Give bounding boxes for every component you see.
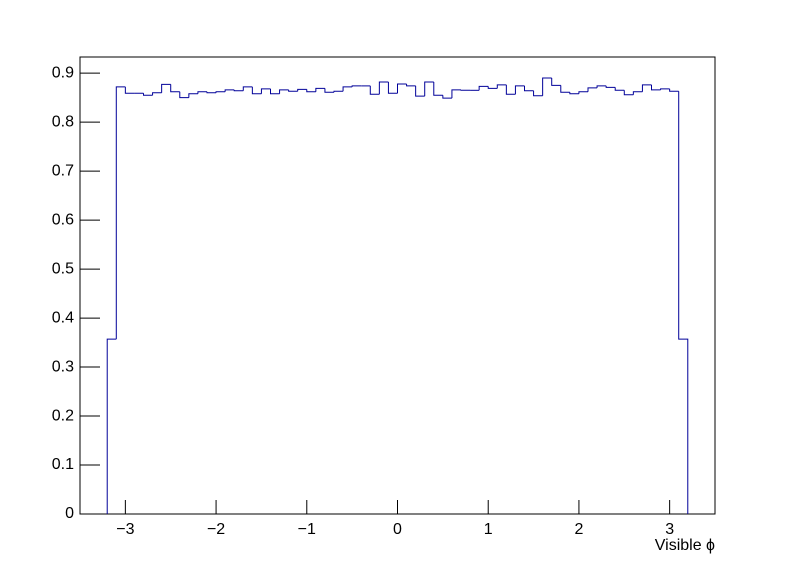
histogram-bin	[415, 85, 425, 97]
histogram-bin	[233, 89, 244, 92]
y-tick-label: 0.8	[52, 113, 74, 130]
x-tick-label: 1	[484, 521, 493, 538]
y-tick-label: 0.7	[52, 162, 74, 179]
histogram-bin	[279, 89, 289, 94]
histogram-bin	[433, 81, 443, 96]
histogram-bin	[669, 88, 679, 92]
x-tick-label: −3	[116, 521, 134, 538]
histogram-bin	[297, 88, 307, 92]
histogram-bin	[143, 93, 153, 96]
histogram-bin	[161, 83, 171, 93]
histogram-bin	[124, 86, 135, 94]
histogram-bin	[505, 84, 516, 95]
histogram-bin	[533, 90, 543, 97]
histogram-bin	[324, 88, 334, 93]
y-tick-label: 0.5	[52, 260, 74, 277]
histogram-bin	[551, 78, 561, 86]
histogram-bin	[605, 85, 616, 88]
histogram-bin	[387, 81, 398, 94]
histogram-bin	[106, 338, 117, 514]
histogram-bin	[487, 86, 498, 89]
y-tick-label: 0.9	[52, 64, 74, 81]
histogram-bin	[524, 85, 534, 92]
histogram-bin	[623, 90, 634, 96]
x-tick-label: 0	[393, 521, 402, 538]
y-tick-label: 0.2	[52, 407, 74, 424]
histogram-bin	[179, 91, 189, 99]
x-tick-label: 3	[665, 521, 674, 538]
histogram-bin	[451, 89, 461, 99]
histogram-bin	[651, 84, 661, 91]
histogram-bin	[442, 95, 452, 99]
histogram-bin	[678, 91, 689, 514]
histogram-bin	[496, 84, 507, 89]
histogram-bin	[215, 91, 226, 93]
histogram-bin	[587, 87, 598, 92]
histogram-bin	[152, 92, 162, 96]
histogram-bin	[288, 89, 298, 92]
histogram-bin	[188, 93, 198, 98]
histogram-bin	[115, 86, 126, 340]
histogram-bin	[315, 87, 325, 92]
histogram-bin	[333, 90, 344, 93]
y-tick-label: 0.6	[52, 211, 74, 228]
x-axis-label: Visible ϕ	[655, 537, 715, 554]
y-tick-label: 0.1	[52, 456, 74, 473]
histogram-bin	[378, 81, 389, 95]
histogram-bin	[242, 86, 253, 91]
histogram-bin	[478, 85, 489, 91]
histogram-bin	[514, 85, 525, 95]
y-tick-label: 0	[65, 505, 74, 522]
histogram-bin	[197, 91, 207, 94]
histogram-bin	[632, 91, 643, 95]
histogram-bin	[424, 81, 434, 97]
histogram-bin	[660, 88, 670, 90]
histogram-bin	[224, 89, 235, 92]
y-tick-label: 0.3	[52, 358, 74, 375]
x-tick-label: −1	[298, 521, 316, 538]
histogram-bin	[596, 85, 607, 88]
histogram-bin	[569, 92, 579, 95]
histogram-bin	[306, 89, 316, 93]
histogram-bin	[578, 91, 588, 94]
histogram-bin	[369, 85, 380, 95]
histogram-bin	[614, 87, 625, 91]
histogram-bin	[560, 85, 570, 93]
histogram-bin	[260, 88, 271, 94]
y-tick-label: 0.4	[52, 309, 74, 326]
histogram-bin	[251, 86, 262, 95]
histogram-bin	[397, 83, 407, 94]
histogram-bin	[542, 77, 552, 96]
histogram-bin	[170, 84, 180, 93]
histogram-bin	[206, 91, 217, 94]
histogram-bin	[342, 86, 353, 92]
histogram-bin	[406, 83, 416, 87]
histogram-bin	[270, 88, 280, 95]
x-tick-label: 2	[574, 521, 583, 538]
histogram-bin	[641, 84, 652, 92]
x-tick-label: −2	[207, 521, 225, 538]
histogram-bin	[351, 85, 362, 87]
